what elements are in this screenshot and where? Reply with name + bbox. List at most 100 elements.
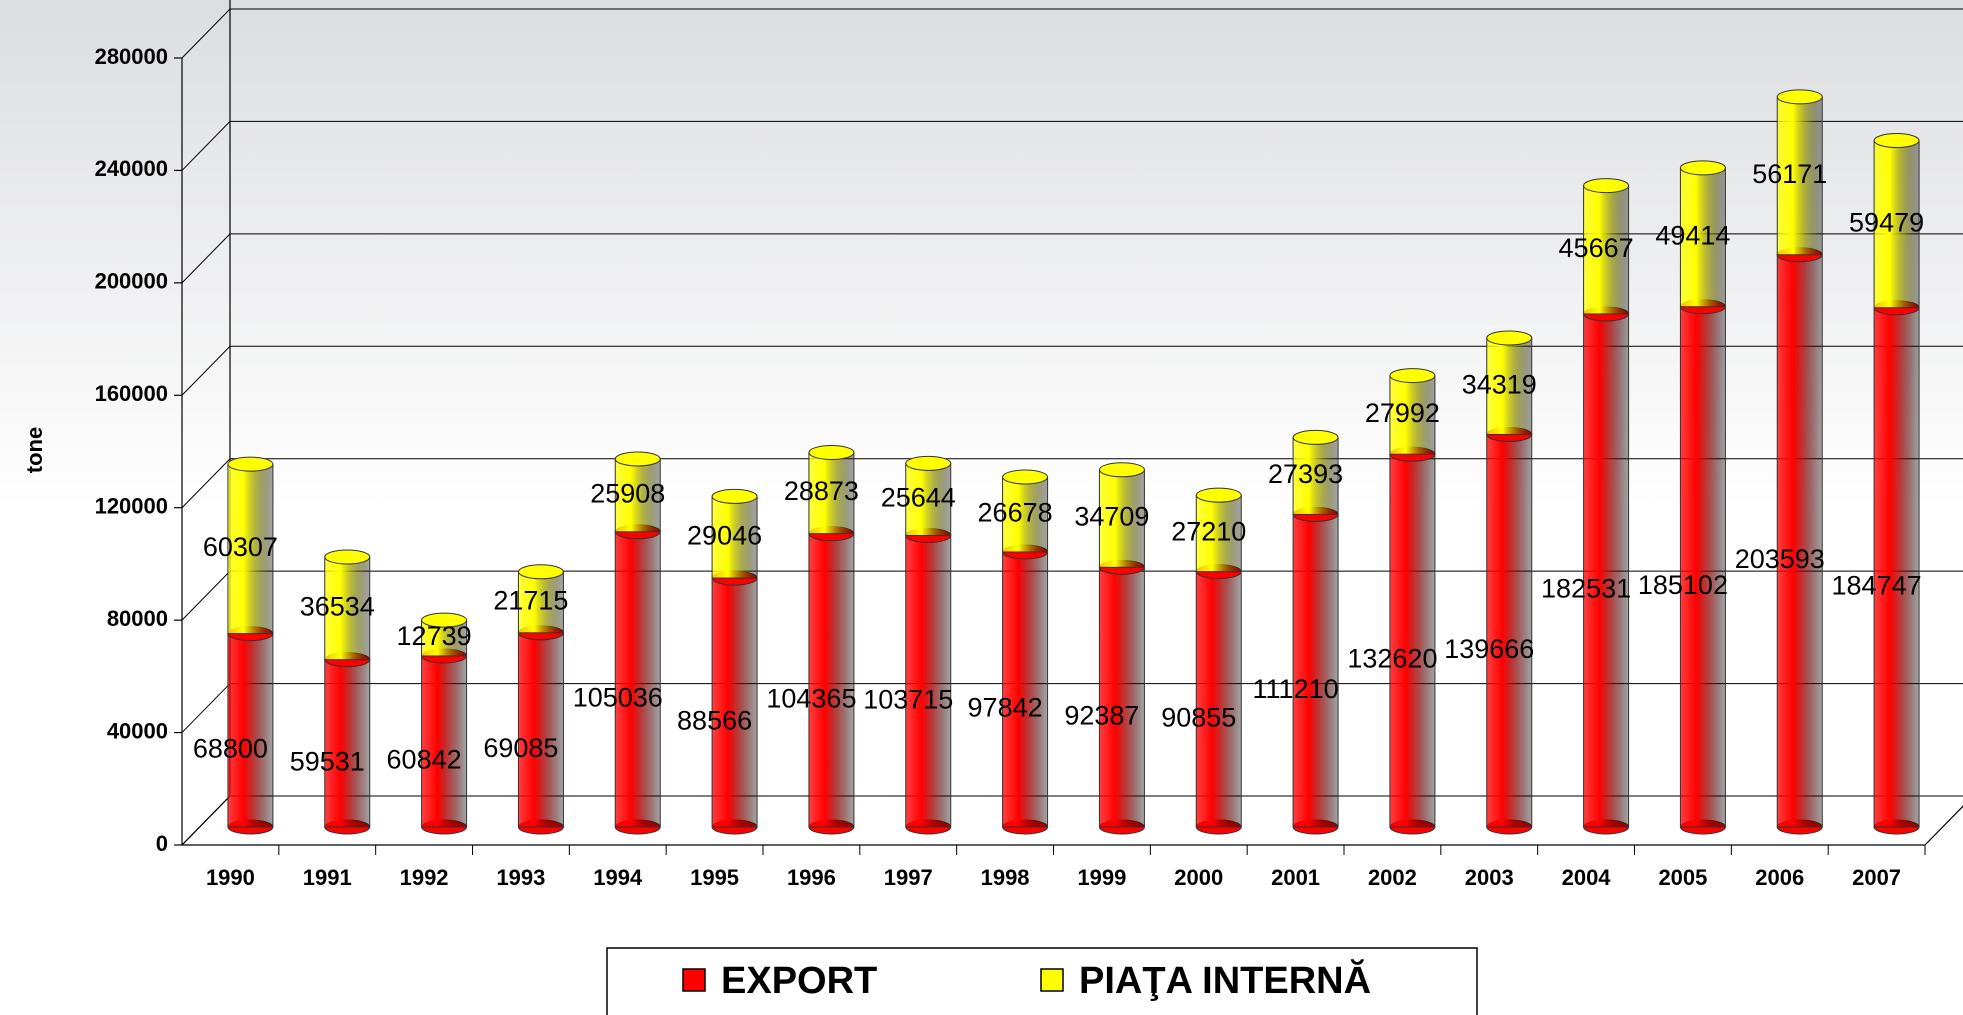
bar	[1292, 436, 1339, 515]
bar	[614, 458, 661, 533]
bar	[517, 632, 564, 828]
y-tick-label: 160000	[95, 381, 168, 406]
bar	[905, 462, 952, 536]
value-label: 90855	[1161, 702, 1236, 732]
legend-label: EXPORT	[721, 960, 877, 1002]
y-tick-label: 240000	[95, 156, 168, 181]
bar	[1679, 167, 1726, 308]
x-tick-label: 2000	[1174, 865, 1223, 890]
x-tick-label: 1999	[1077, 865, 1126, 890]
y-tick-label: 120000	[95, 494, 168, 519]
bar	[905, 534, 952, 828]
value-label: 56171	[1752, 159, 1827, 189]
bar	[324, 556, 371, 661]
bar-cap	[808, 445, 855, 461]
grid-line	[181, 8, 1963, 59]
value-label: 69085	[483, 733, 558, 763]
value-label: 60842	[387, 745, 462, 775]
value-label: 184747	[1832, 570, 1922, 600]
value-label: 36534	[300, 591, 375, 621]
bar	[227, 463, 274, 635]
bar-cap	[227, 456, 274, 472]
x-tick-label: 1994	[593, 865, 643, 890]
bar	[1583, 313, 1630, 828]
x-tick-label: 2007	[1852, 865, 1901, 890]
x-tick-label: 1997	[884, 865, 933, 890]
bar-cap	[1776, 89, 1823, 105]
value-label: 92387	[1064, 700, 1139, 730]
x-tick-label: 2002	[1368, 865, 1417, 890]
bar	[1776, 254, 1823, 828]
bar-cap	[614, 451, 661, 467]
bar	[1486, 337, 1533, 435]
x-tick-label: 2001	[1271, 865, 1320, 890]
value-label: 21715	[493, 585, 568, 615]
value-label: 29046	[687, 520, 762, 550]
legend-label: PIAŢA INTERNĂ	[1079, 958, 1371, 1002]
bar-cap	[711, 488, 758, 504]
value-label: 88566	[677, 706, 752, 736]
bar-cap	[905, 455, 952, 471]
value-label: 97842	[968, 693, 1043, 723]
value-label: 45667	[1559, 233, 1634, 263]
bar-cap	[1195, 487, 1242, 503]
bar	[1195, 571, 1242, 828]
bar-cap	[324, 549, 371, 565]
value-label: 34709	[1074, 502, 1149, 532]
value-label: 60307	[203, 532, 278, 562]
bar	[421, 655, 468, 828]
bar-cap	[1486, 330, 1533, 346]
y-tick-label: 80000	[107, 606, 168, 631]
value-label: 25908	[590, 478, 665, 508]
value-label: 132620	[1347, 644, 1437, 674]
bar	[1486, 433, 1533, 828]
y-axis-label: tone	[22, 427, 47, 473]
bar	[1292, 513, 1339, 828]
x-tick-label: 1990	[206, 865, 255, 890]
bar	[1002, 551, 1049, 828]
x-tick-label: 1991	[303, 865, 352, 890]
x-tick-label: 1995	[690, 865, 739, 890]
bar	[1679, 306, 1726, 828]
floor-edge	[1924, 805, 1963, 846]
bar	[1098, 566, 1145, 828]
bar-cap	[421, 612, 468, 628]
y-tick-label: 40000	[107, 718, 168, 743]
x-tick-label: 2004	[1562, 865, 1612, 890]
value-label: 34319	[1462, 369, 1537, 399]
bar	[711, 495, 758, 579]
bar-cap	[1098, 462, 1145, 478]
value-label: 27992	[1365, 398, 1440, 428]
value-label: 104365	[766, 683, 856, 713]
bar	[324, 659, 371, 828]
value-label: 27210	[1171, 517, 1246, 547]
value-label: 28873	[784, 476, 859, 506]
value-label: 26678	[978, 498, 1053, 528]
x-tick-label: 2003	[1465, 865, 1514, 890]
grid-line	[181, 345, 1963, 396]
y-tick-label: 0	[156, 831, 168, 856]
bar	[1873, 140, 1920, 309]
value-label: 111210	[1253, 674, 1339, 704]
x-tick-label: 2005	[1658, 865, 1707, 890]
x-tick-label: 1993	[496, 865, 545, 890]
bar	[711, 577, 758, 828]
value-label: 27393	[1268, 459, 1343, 489]
x-tick-label: 2006	[1755, 865, 1804, 890]
x-tick-label: 1992	[400, 865, 449, 890]
bar-cap	[1292, 429, 1339, 445]
bar	[1389, 375, 1436, 455]
bar	[1776, 96, 1823, 256]
bar	[1195, 494, 1242, 573]
grid-line	[181, 120, 1963, 171]
value-label: 68800	[193, 733, 268, 763]
y-tick-label: 280000	[95, 44, 168, 69]
grid-line	[181, 233, 1963, 284]
legend-swatch	[682, 968, 706, 992]
value-label: 59531	[290, 746, 365, 776]
bar-cap	[1679, 160, 1726, 176]
value-label: 203593	[1735, 544, 1825, 574]
